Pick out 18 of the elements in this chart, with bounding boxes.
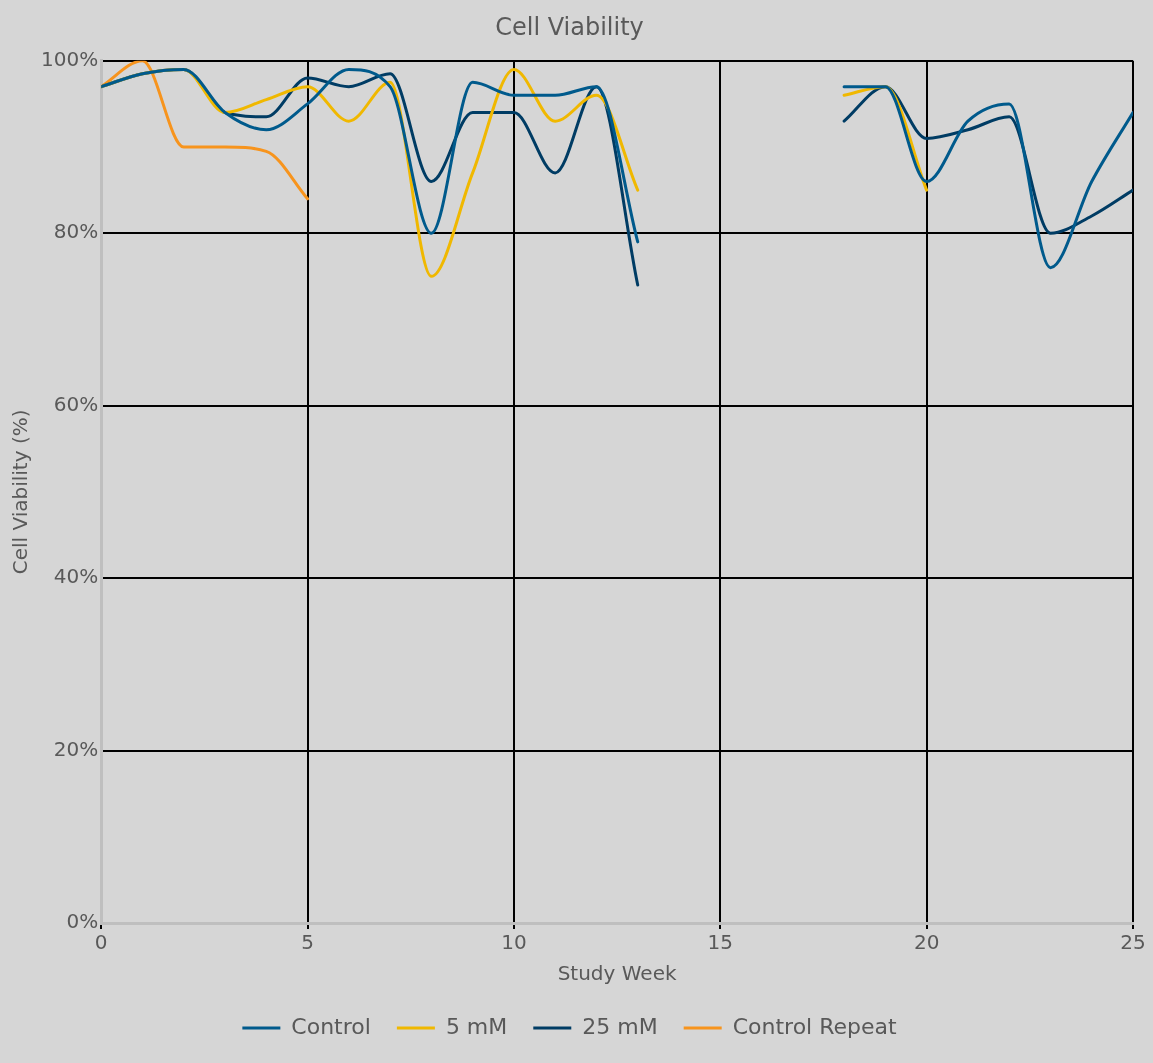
chart-title: Cell Viability (495, 12, 644, 41)
y-tick-label: 100% (40, 47, 99, 71)
y-tick-label: 40% (53, 564, 99, 589)
legend-label: Control Repeat (732, 1013, 898, 1039)
line-series (101, 60, 310, 201)
legend-label: Control (291, 1013, 371, 1039)
legend-label: 5 mM (445, 1013, 508, 1039)
x-tick-label: 10 (501, 930, 527, 955)
x-tick-label: 15 (707, 930, 733, 955)
y-tick-label: 20% (53, 736, 99, 761)
x-axis-title: Study Week (557, 961, 677, 986)
y-axis-title: Cell Viability (%) (8, 409, 33, 575)
y-tick-label: 60% (53, 391, 99, 416)
x-tick-label: 25 (1120, 930, 1146, 955)
x-tick-label: 5 (301, 930, 314, 955)
x-tick-label: 20 (913, 930, 940, 955)
legend-label: 25 mM (582, 1013, 658, 1039)
y-tick-label: 80% (53, 219, 99, 244)
